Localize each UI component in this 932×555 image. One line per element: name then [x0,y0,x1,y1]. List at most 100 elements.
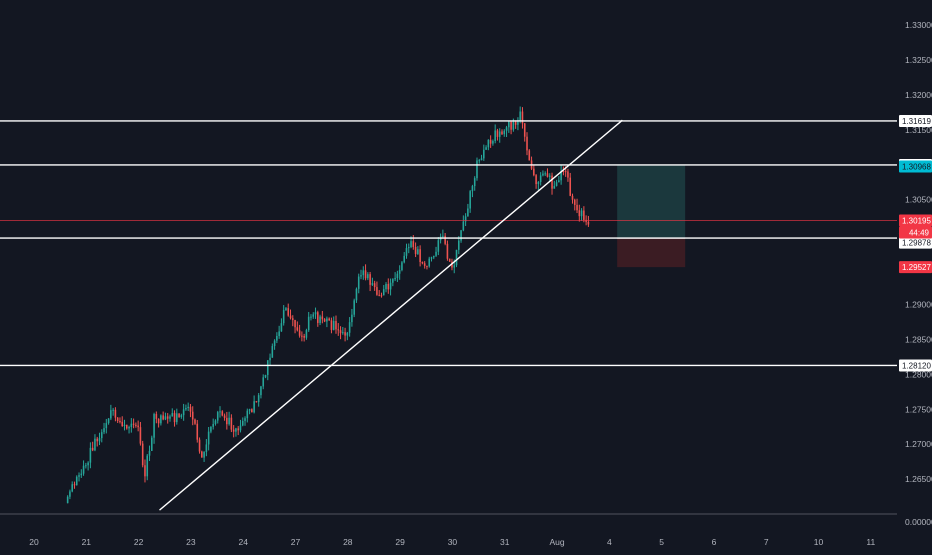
level-price-badge-bg [899,359,932,372]
candle-body [230,417,233,430]
y-tick-label: 1.30500 [905,195,932,205]
candle-body [323,319,326,322]
y-tick-label: 1.32500 [905,55,932,65]
candle-body [473,178,476,187]
candle-body [587,221,590,225]
candle-body [535,175,537,185]
candle-body [580,210,583,217]
candle-body [310,316,312,318]
x-tick-label: 5 [659,537,664,547]
candle-body [212,424,214,427]
candle-body [221,411,224,416]
candle-body [348,322,351,333]
level-price-badge: 1.28120 [902,361,931,370]
candle-body [198,439,201,452]
candle-body [583,210,585,220]
candle-body [139,427,142,444]
candle-body [562,170,565,172]
candle-body [453,265,456,268]
candle-body [121,421,124,427]
y-tick-label: 1.27500 [905,404,932,414]
candle-body [510,121,512,130]
candle-body [542,173,544,176]
candle-body [496,130,499,137]
candle-body [503,130,506,135]
candle-body [555,182,558,186]
candle-body [430,257,433,259]
countdown-badge: 44:49 [909,228,930,237]
candle-body [469,191,471,209]
candle-body [89,447,92,463]
candle-body [455,249,458,266]
candle-body [407,247,410,249]
candle-body [521,111,524,124]
level-price-badge-bg [899,236,932,249]
x-tick-label: 22 [134,537,144,547]
candle-body [414,246,417,254]
candle-body [130,423,133,427]
current-price-badge: 1.30195 [902,216,931,225]
candle-body [73,484,76,486]
candle-body [528,150,531,161]
candle-body [376,287,378,295]
x-tick-label: 4 [607,537,612,547]
candle-body [505,127,508,131]
candle-body [164,416,167,420]
candle-body [260,386,262,396]
candle-body [75,476,78,486]
candle-body [544,173,546,175]
candle-body [442,235,444,237]
candle-body [394,277,396,280]
candle-body [289,315,292,319]
candle-body [569,177,572,196]
level-price-badge: 1.31619 [902,117,931,126]
x-tick-label: 21 [82,537,92,547]
candle-body [380,295,383,297]
candle-body [301,335,303,337]
candle-body [319,316,321,323]
candle-body [314,312,317,315]
candle-body [339,330,342,334]
candle-body [128,426,130,429]
candle-body [573,199,576,205]
candle-body [271,346,274,358]
candle-body [162,415,164,420]
candle-body [508,121,510,128]
candle-body [346,332,349,336]
stop-price-badge-bg [899,261,932,274]
candle-body [123,424,126,427]
candle-body [110,410,112,419]
candle-body [178,413,180,417]
candle-body [498,131,501,137]
candle-body [182,409,185,416]
candle-body [239,425,242,431]
candle-body [219,411,221,413]
trendline [159,119,623,511]
candle-body [273,340,276,347]
candle-body [66,496,69,504]
candle-body [387,283,390,290]
candle-body [357,276,360,289]
candle-body [476,160,478,179]
y-tick-label: 0.00000 [905,517,932,527]
x-tick-label: 11 [866,537,875,547]
candle-body [512,120,515,130]
y-tick-label: 1.26500 [905,474,932,484]
candle-body [385,283,387,290]
entry-price-badge-bg [899,160,932,173]
candle-body [435,251,437,256]
x-tick-label: 27 [291,537,301,547]
candle-body [91,447,94,451]
candle-body [546,173,549,177]
candle-body [112,409,114,411]
candle-body [558,180,560,183]
candle-body [537,181,540,185]
candle-body [539,175,542,182]
candle-body [514,120,517,125]
countdown-badge-bg [899,226,932,239]
candle-body [153,414,155,438]
candle-body [367,274,369,279]
candle-body [176,413,178,423]
